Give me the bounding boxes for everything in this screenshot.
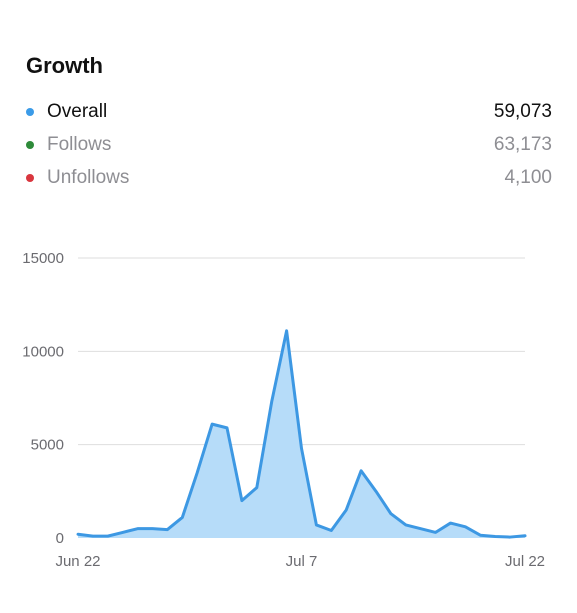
legend-item-overall[interactable]: Overall 59,073 (26, 95, 552, 128)
legend-item-follows[interactable]: Follows 63,173 (26, 128, 552, 161)
y-tick-label: 15000 (22, 250, 64, 267)
data-point (180, 515, 184, 519)
y-tick-label: 10000 (22, 343, 64, 360)
data-point (91, 534, 95, 538)
follows-dot-icon (26, 140, 34, 149)
y-tick-label: 5000 (31, 437, 64, 454)
legend-item-unfollows[interactable]: Unfollows 4,100 (26, 161, 552, 194)
legend-label: Follows (47, 133, 112, 155)
unfollows-dot-icon (26, 173, 34, 182)
legend-label: Overall (47, 100, 108, 122)
legend: Overall 59,073 Follows 63,173 Unfollows … (26, 95, 552, 194)
data-point (240, 499, 244, 503)
data-point (255, 486, 259, 490)
data-point (151, 527, 155, 531)
data-point (359, 469, 363, 473)
legend-value: 63,173 (493, 133, 552, 155)
series-line (76, 329, 527, 539)
data-point (210, 422, 214, 426)
data-point (314, 523, 318, 527)
data-point (493, 535, 497, 539)
data-point (344, 508, 348, 512)
data-point (419, 527, 423, 531)
growth-chart: 0 5000 10000 15000 Jun 22 Jul 7 Jul 22 (22, 250, 545, 570)
card-title: Growth (26, 53, 103, 78)
data-point (374, 489, 378, 493)
x-tick-label: Jul 22 (505, 553, 545, 570)
data-point (225, 426, 229, 430)
data-point (300, 446, 304, 450)
legend-value: 59,073 (493, 100, 552, 122)
data-point (270, 400, 274, 404)
x-tick-label: Jul 7 (286, 553, 318, 570)
overall-dot-icon (26, 107, 34, 116)
x-tick-label: Jun 22 (55, 553, 100, 570)
data-point (121, 530, 125, 534)
data-point (329, 529, 333, 533)
data-point (508, 535, 512, 539)
series-area (78, 330, 525, 538)
legend-value: 4,100 (504, 166, 552, 188)
data-point (523, 534, 527, 538)
data-point (478, 533, 482, 537)
data-point (434, 530, 438, 534)
data-point (449, 521, 453, 525)
data-point (404, 523, 408, 527)
data-point (463, 525, 467, 529)
data-point (285, 329, 289, 333)
legend-label: Unfollows (47, 166, 130, 188)
data-point (76, 532, 80, 536)
data-point (195, 471, 199, 475)
data-point (165, 528, 169, 532)
data-point (106, 534, 110, 538)
data-point (136, 527, 140, 531)
data-point (389, 512, 393, 516)
y-tick-label: 0 (56, 530, 64, 547)
